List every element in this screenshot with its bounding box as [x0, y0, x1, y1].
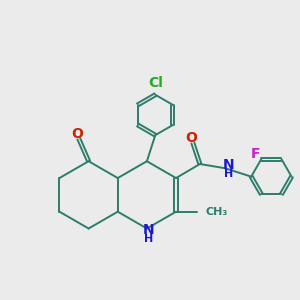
- Text: CH₃: CH₃: [206, 207, 228, 217]
- Text: O: O: [185, 131, 197, 145]
- Text: H: H: [144, 234, 153, 244]
- Text: N: N: [142, 223, 154, 237]
- Text: H: H: [224, 169, 233, 179]
- Text: N: N: [223, 158, 234, 172]
- Text: Cl: Cl: [148, 76, 163, 90]
- Text: O: O: [71, 127, 83, 141]
- Text: F: F: [250, 147, 260, 161]
